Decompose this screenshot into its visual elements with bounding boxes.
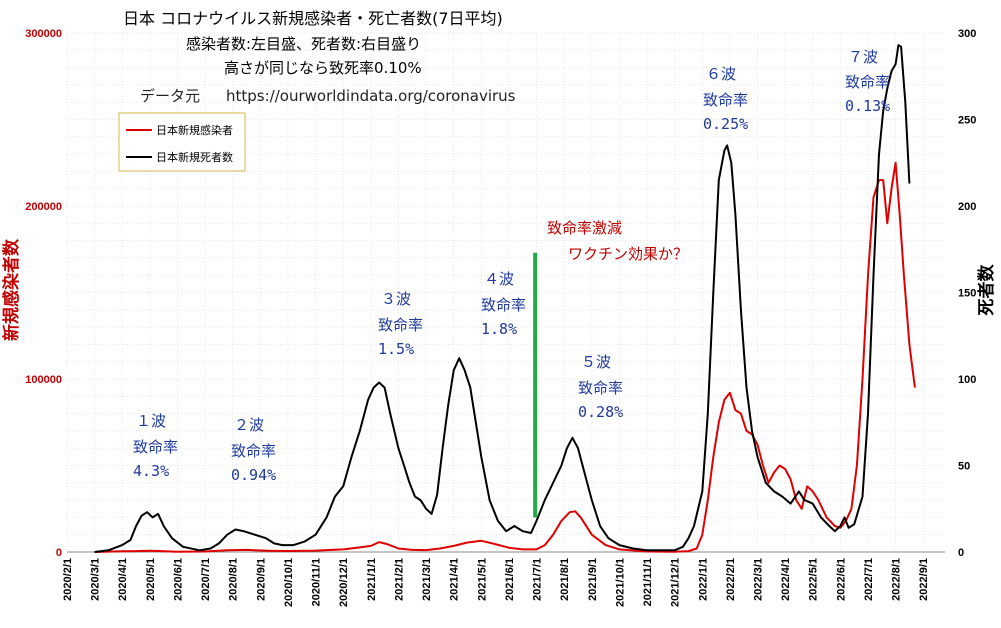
annotation-wave-7-line-2: 致命率 [845,73,890,91]
x-tick-label: 2021/3/1 [421,558,433,601]
x-tick-label: 2020/6/1 [172,558,184,601]
annotation-wave-7-line-1: ７波 [848,48,878,66]
x-tick-label: 2020/9/1 [255,558,267,601]
x-tick-label: 2020/7/1 [200,558,212,601]
annotation-vaccine: 致命率激減 ワクチン効果か？ [547,219,688,263]
annotation-wave-1-line-3: 4.3% [133,462,169,480]
annotation-wave-6-line-2: 致命率 [703,91,748,109]
y-tick-right-label: 250 [958,115,976,127]
series-line-deaths [94,44,911,553]
x-tick-label: 2022/6/1 [835,558,847,601]
x-tick-label: 2020/12/1 [338,558,350,607]
annotation-wave-3-line-2: 致命率 [378,316,423,334]
annotation-wave-5-line-1: ５波 [581,353,611,371]
annotation-wave-1-line-2: 致命率 [133,438,178,456]
chart-title: 日本 コロナウイルス新規感染者・死亡者数(7日平均) [123,9,503,28]
y-tick-right-label: 200 [958,201,976,213]
x-tick-label: 2021/6/1 [504,558,516,601]
x-tick-label: 2021/7/1 [532,558,544,601]
x-tick-label: 2022/3/1 [753,558,765,601]
annotation-wave-3-line-1: ３波 [381,290,411,308]
x-tick-label: 2021/2/1 [393,558,405,601]
annotation-wave-4-line-2: 致命率 [481,296,526,314]
annotation-wave-6: ６波 致命率 0.25% [703,65,748,133]
annotation-wave-4-line-1: ４波 [484,270,514,288]
x-tick-label: 2020/11/1 [311,558,323,606]
y-tick-left-label: 0 [56,547,62,559]
annotation-wave-3: ３波 致命率 1.5% [378,290,423,358]
source-label: データ元 [140,87,200,105]
y-tick-left-label: 100000 [25,374,62,386]
annotation-wave-1-line-1: １波 [136,412,166,430]
x-tick-label: 2021/8/1 [559,558,571,601]
legend: 日本新規感染者 日本新規死者数 [118,112,246,172]
x-tick-label: 2022/2/1 [725,558,737,601]
x-axis-ticks: 2020/2/1 2020/3/1 2020/4/1 2020/5/1 2020/6/1… [62,558,930,607]
gridlines [66,32,945,552]
x-tick-label: 2021/4/1 [449,558,461,601]
annotation-wave-4-line-3: 1.8% [481,320,517,338]
x-tick-label: 2020/2/1 [62,558,74,601]
x-tick-label: 2022/8/1 [891,558,903,601]
x-tick-label: 2021/9/1 [587,558,599,601]
x-tick-label: 2021/1/1 [366,558,378,601]
y-tick-right-label: 100 [958,374,976,386]
annotation-vaccine-line-2: ワクチン効果か？ [568,245,688,263]
x-tick-label: 2020/10/1 [283,558,295,607]
annotation-wave-2: ２波 致命率 0.94% [231,416,276,484]
annotation-vaccine-line-1: 致命率激減 [547,219,622,237]
legend-label-cases: 日本新規感染者 [156,123,233,137]
y-tick-right-label: 300 [958,28,976,40]
chart-subtitle-line-1: 感染者数:左目盛、死者数:右目盛り [186,35,421,53]
chart-subtitle-line-2: 高さが同じなら致死率0.10% [224,59,422,77]
x-tick-label: 2022/4/1 [780,558,792,601]
x-tick-label: 2021/10/1 [614,558,626,607]
series-line-cases [94,161,916,553]
legend-label-deaths: 日本新規死者数 [156,150,233,164]
x-tick-label: 2022/1/1 [697,558,709,601]
annotation-wave-5: ５波 致命率 0.28% [578,353,623,421]
y-tick-right-label: 50 [958,461,970,473]
x-tick-label: 2020/8/1 [228,558,240,601]
source-url: https://ourworldindata.org/coronavirus [226,87,516,105]
annotation-wave-3-line-3: 1.5% [378,340,414,358]
annotation-wave-2-line-1: ２波 [234,416,264,434]
annotation-wave-1: １波 致命率 4.3% [133,412,178,480]
y-axis-left-label: 新規感染者数 [1,238,22,341]
annotation-wave-6-line-1: ６波 [706,65,736,83]
x-tick-label: 2022/7/1 [863,558,875,601]
y-tick-left-label: 300000 [25,28,62,40]
annotation-wave-5-line-3: 0.28% [578,403,623,421]
y-tick-left-label: 200000 [25,201,62,213]
x-tick-label: 2020/5/1 [145,558,157,601]
annotation-wave-2-line-2: 致命率 [231,442,276,460]
x-tick-label: 2021/5/1 [476,558,488,601]
annotation-wave-6-line-3: 0.25% [703,115,748,133]
annotation-wave-7-line-3: 0.13% [845,97,890,115]
y-tick-right-label: 0 [958,547,964,559]
annotation-wave-2-line-3: 0.94% [231,466,276,484]
x-tick-label: 2022/9/1 [918,558,930,601]
x-tick-label: 2021/12/1 [670,558,682,607]
y-axis-left-ticks: 0 100000 200000 300000 [25,28,62,559]
x-tick-label: 2021/11/1 [642,558,654,606]
x-tick-label: 2020/3/1 [90,558,102,601]
legend-box [118,112,246,172]
y-axis-right-label: 死者数 [976,264,997,316]
x-tick-label: 2020/4/1 [117,558,129,601]
annotation-wave-7: ７波 致命率 0.13% [845,48,890,115]
annotation-wave-5-line-2: 致命率 [578,379,623,397]
y-axis-right-ticks: 0 50 100 150 200 250 300 [958,28,976,559]
y-tick-right-label: 150 [958,288,976,300]
annotation-wave-4: ４波 致命率 1.8% [481,270,526,338]
x-tick-label: 2022/5/1 [808,558,820,601]
